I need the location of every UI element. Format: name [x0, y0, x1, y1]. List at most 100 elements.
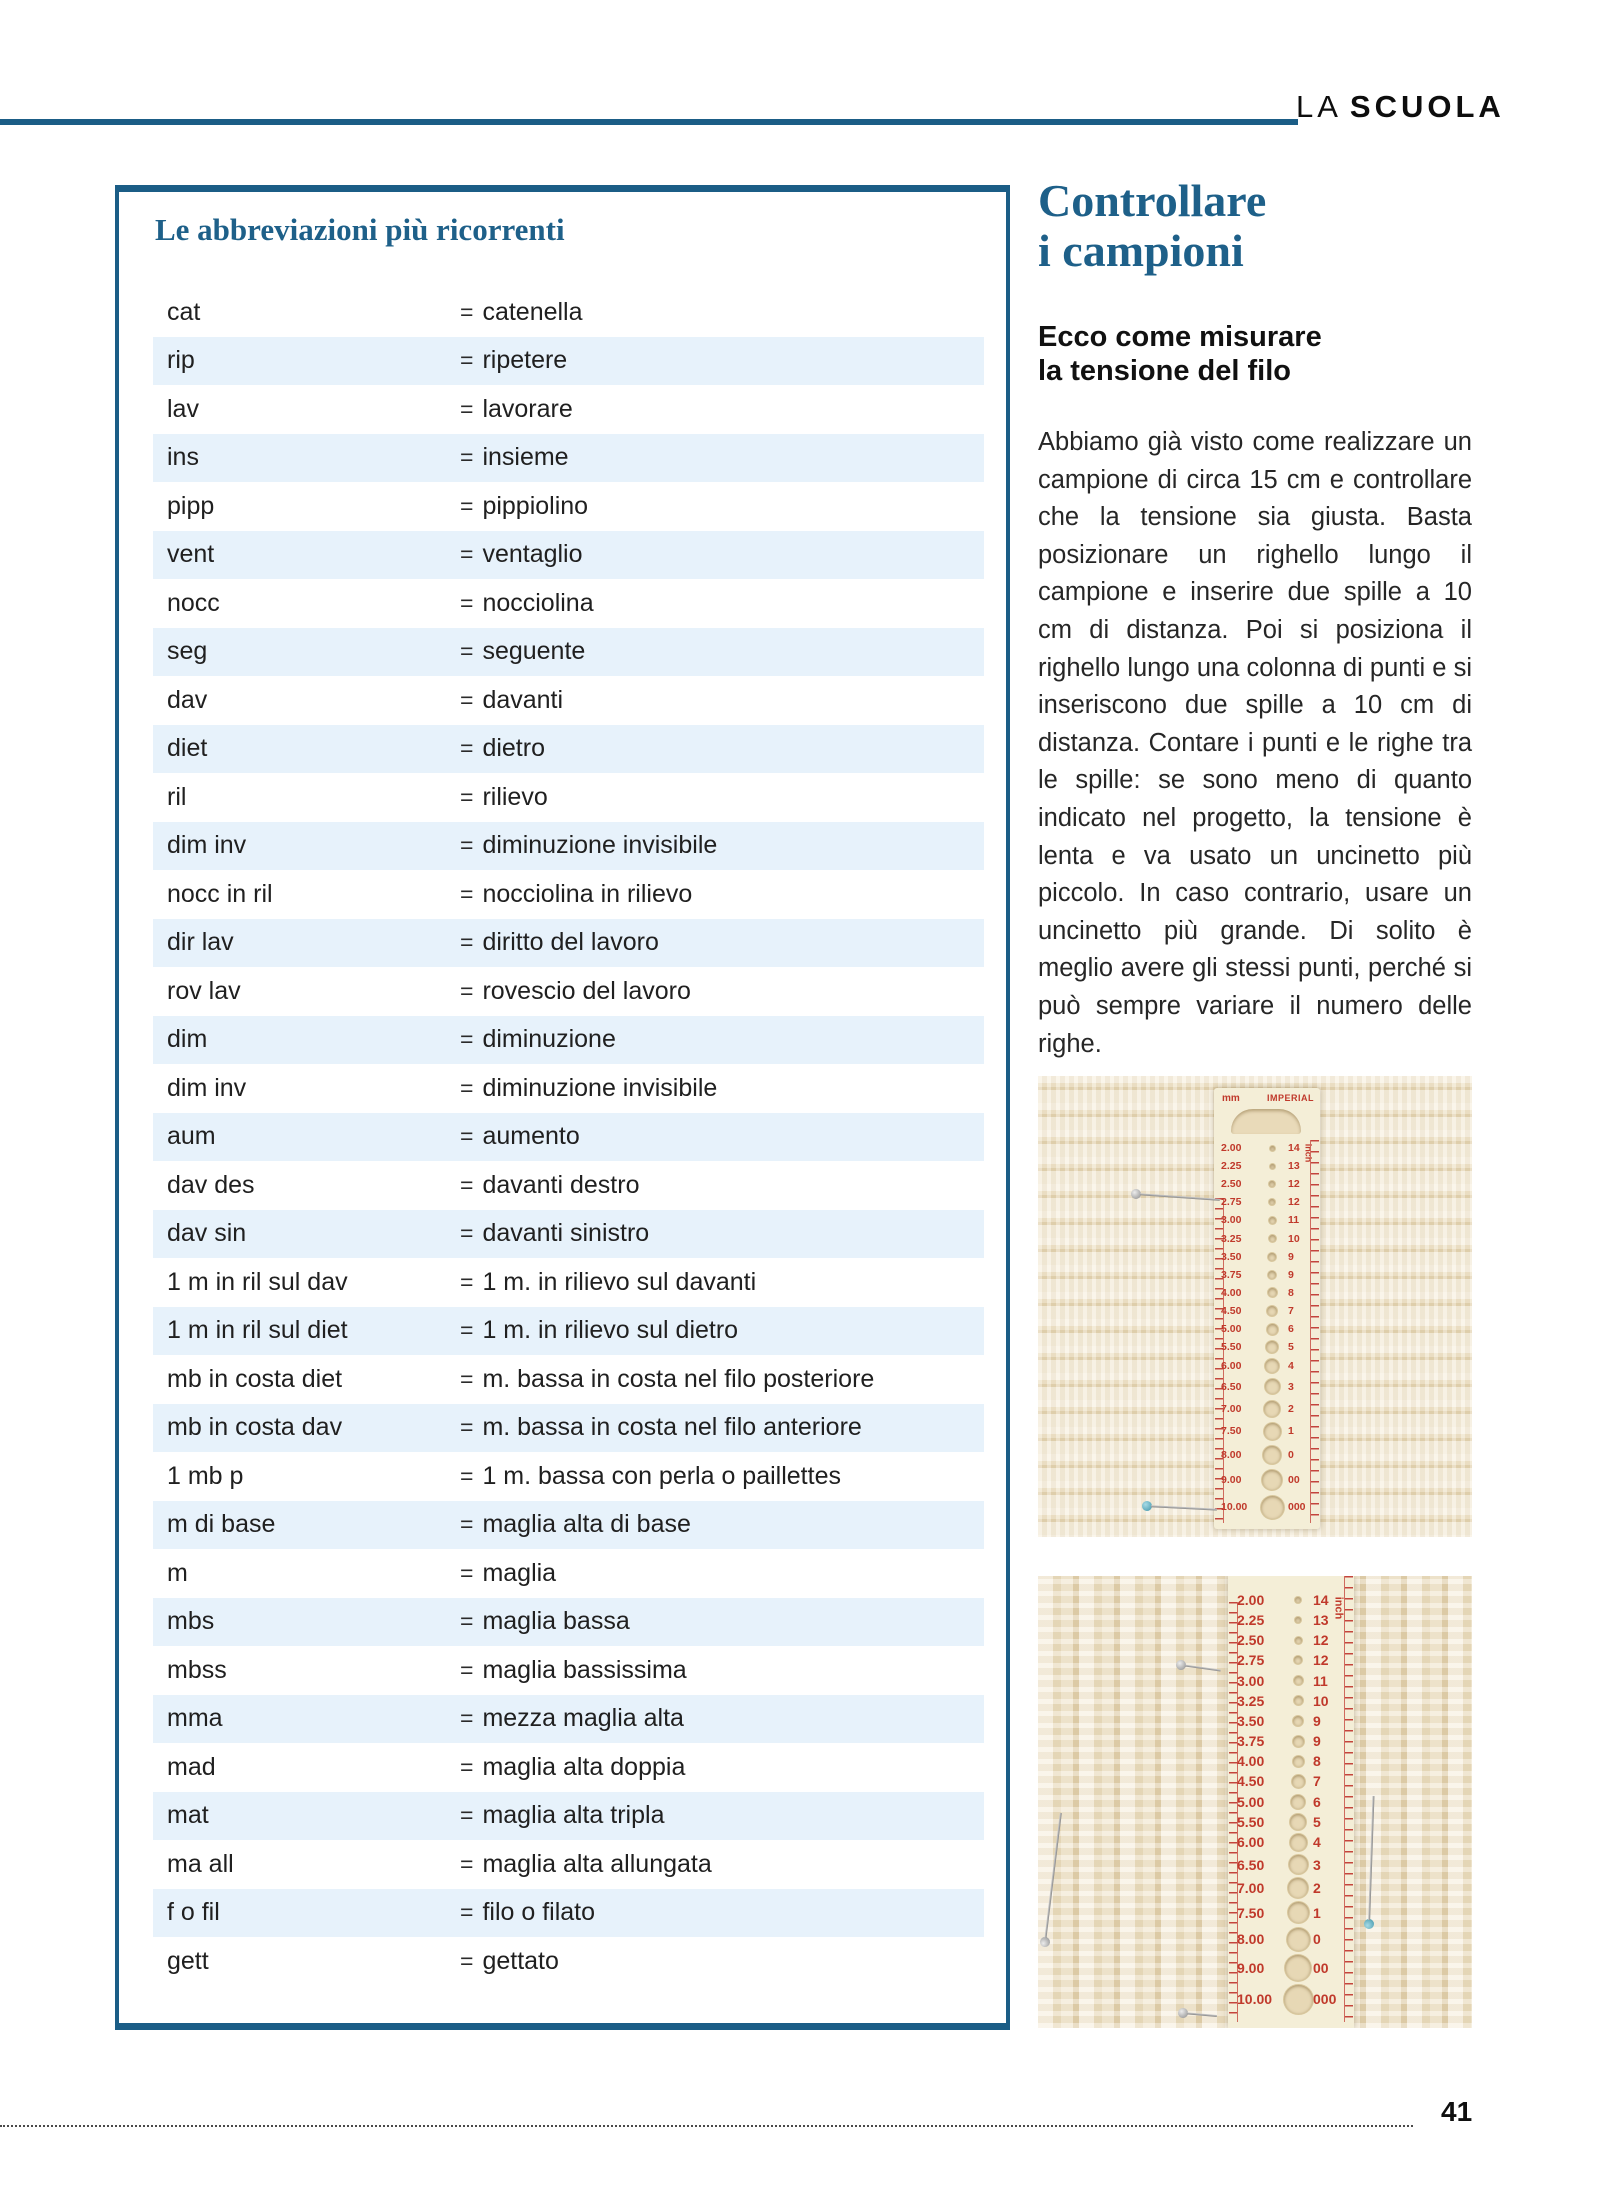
ruler-size-row: 3.50 9	[1237, 1713, 1345, 1729]
ruler-mm-value: 3.75	[1237, 1733, 1265, 1750]
ruler-mm-value: 7.00	[1237, 1880, 1265, 1897]
pin-shaft	[1184, 1664, 1221, 1672]
equals-sign: =	[460, 638, 474, 665]
ruler-imperial-value: 11	[1288, 1214, 1300, 1227]
abbreviation-cell: dir lav	[167, 928, 234, 957]
ruler-size-row: 3.75 9	[1221, 1269, 1313, 1281]
meaning-text: maglia alta tripla	[482, 1801, 665, 1830]
table-row: nocc = nocciolina	[153, 579, 984, 628]
ruler-mm-value: 4.00	[1221, 1286, 1242, 1299]
meaning-text: ripetere	[482, 346, 568, 375]
table-row: mbs = maglia bassa	[153, 1597, 984, 1646]
table-row: mad = maglia alta doppia	[153, 1743, 984, 1792]
meaning-text: maglia	[482, 1558, 557, 1587]
ruler-size-row: 5.50 5	[1221, 1341, 1313, 1354]
meaning-text: nocciolina in rilievo	[482, 879, 693, 908]
meaning-text: seguente	[482, 637, 586, 666]
meaning-cell: = nocciolina	[460, 589, 984, 618]
ruler-size-row: 8.00 0	[1221, 1445, 1313, 1464]
equals-sign: =	[460, 347, 474, 374]
needle-gauge-ruler: mm IMPERIAL inch 2.00 14 2.25 1	[1214, 1088, 1320, 1529]
meaning-text: nocciolina	[482, 588, 594, 617]
meaning-cell: = 1 m. in rilievo sul dietro	[460, 1316, 984, 1345]
ruler-imperial-value: 10	[1313, 1692, 1329, 1709]
photo-gauge-ruler-overview: mm IMPERIAL inch 2.00 14 2.25 1	[1038, 1076, 1472, 1537]
meaning-cell: = lavorare	[460, 395, 984, 424]
meaning-text: gettato	[482, 1946, 559, 1975]
table-row: seg = seguente	[153, 627, 984, 676]
meaning-cell: = seguente	[460, 637, 984, 666]
ruler-imperial-value: 13	[1313, 1612, 1329, 1629]
ruler-size-row: 4.00 8	[1221, 1287, 1313, 1299]
equals-sign: =	[460, 1559, 474, 1586]
ruler-mm-value: 5.50	[1237, 1813, 1265, 1830]
needle-hole	[1265, 1359, 1279, 1374]
ruler-mm-value: 6.00	[1221, 1360, 1242, 1373]
table-row: mat = maglia alta tripla	[153, 1791, 984, 1840]
ruler-size-row: 4.00 8	[1237, 1753, 1345, 1769]
abbreviation-cell: aum	[167, 1122, 216, 1151]
abbreviation-cell: m di base	[167, 1510, 276, 1539]
ruler-imperial-value: 000	[1288, 1501, 1306, 1514]
ruler-size-row: 5.00 6	[1221, 1323, 1313, 1335]
table-row: pipp = pippiolino	[153, 482, 984, 531]
table-row: m di base = maglia alta di base	[153, 1500, 984, 1549]
ruler-imperial-value: 14	[1313, 1592, 1329, 1608]
meaning-text: dietro	[482, 734, 545, 763]
ruler-size-row: 2.00 14	[1237, 1592, 1345, 1608]
equals-sign: =	[460, 1608, 474, 1635]
abbreviation-cell: gett	[167, 1946, 209, 1975]
equals-sign: =	[460, 783, 474, 810]
ruler-mm-value: 6.00	[1237, 1834, 1265, 1851]
meaning-text: insieme	[482, 443, 569, 472]
needle-hole	[1263, 1445, 1281, 1464]
ruler-mm-value: 7.50	[1221, 1425, 1242, 1438]
meaning-cell: = maglia bassa	[460, 1607, 984, 1636]
ruler-size-row: 9.00 00	[1237, 1954, 1345, 1981]
needle-hole	[1286, 1927, 1310, 1951]
article-subtitle-line1: Ecco come misurare	[1038, 321, 1322, 353]
ruler-mm-value: 2.50	[1237, 1632, 1265, 1649]
abbreviation-cell: 1 m in ril sul diet	[167, 1316, 348, 1345]
table-row: 1 m in ril sul diet = 1 m. in rilievo sul…	[153, 1306, 984, 1355]
meaning-text: 1 m. in rilievo sul davanti	[482, 1267, 757, 1296]
ruler-imperial-value: 3	[1313, 1856, 1321, 1873]
ruler-mm-value: 7.50	[1237, 1904, 1265, 1921]
meaning-text: maglia bassissima	[482, 1655, 687, 1684]
meaning-text: catenella	[482, 297, 583, 326]
abbreviation-cell: mma	[167, 1704, 223, 1733]
ruler-mm-value: 8.00	[1221, 1448, 1242, 1461]
table-row: dim = diminuzione	[153, 1015, 984, 1064]
ruler-mm-value: 2.75	[1237, 1652, 1265, 1669]
meaning-cell: = rilievo	[460, 783, 984, 812]
ruler-size-row: 3.25 10	[1221, 1233, 1313, 1245]
meaning-text: 1 m. in rilievo sul dietro	[482, 1316, 739, 1345]
marking-pin-silver	[1039, 1812, 1065, 1948]
table-row: vent = ventaglio	[153, 530, 984, 579]
needle-hole	[1294, 1636, 1302, 1644]
ruler-mm-value: 3.50	[1221, 1250, 1242, 1263]
table-row: mbss = maglia bassissima	[153, 1646, 984, 1695]
ruler-mm-value: 6.50	[1237, 1856, 1265, 1873]
ruler-mm-value: 2.00	[1221, 1142, 1242, 1154]
abbreviation-cell: mbs	[167, 1607, 215, 1636]
ruler-mm-value: 9.00	[1221, 1473, 1242, 1486]
footer-dotted-rule	[0, 2125, 1413, 2127]
equals-sign: =	[460, 492, 474, 519]
abbreviation-cell: seg	[167, 637, 208, 666]
table-row: 1 m in ril sul dav = 1 m. in rilievo sul …	[153, 1258, 984, 1307]
ruler-mm-value: 5.50	[1221, 1341, 1242, 1354]
needle-hole	[1263, 1422, 1281, 1440]
meaning-text: davanti	[482, 685, 564, 714]
abbreviation-cell: mbss	[167, 1655, 227, 1684]
ruler-size-row: 2.50 12	[1221, 1178, 1313, 1190]
ruler-size-rows: 2.00 14 2.25 13 2.50 12	[1221, 1142, 1313, 1519]
ruler-size-row: 2.75 12	[1237, 1652, 1345, 1668]
table-row: ma all = maglia alta allungata	[153, 1840, 984, 1889]
equals-sign: =	[460, 444, 474, 471]
ruler-imperial-value: 2	[1313, 1880, 1321, 1897]
article-title-line2: i campioni	[1038, 225, 1244, 276]
needle-hole	[1293, 1715, 1303, 1726]
abbreviation-cell: nocc in ril	[167, 879, 273, 908]
